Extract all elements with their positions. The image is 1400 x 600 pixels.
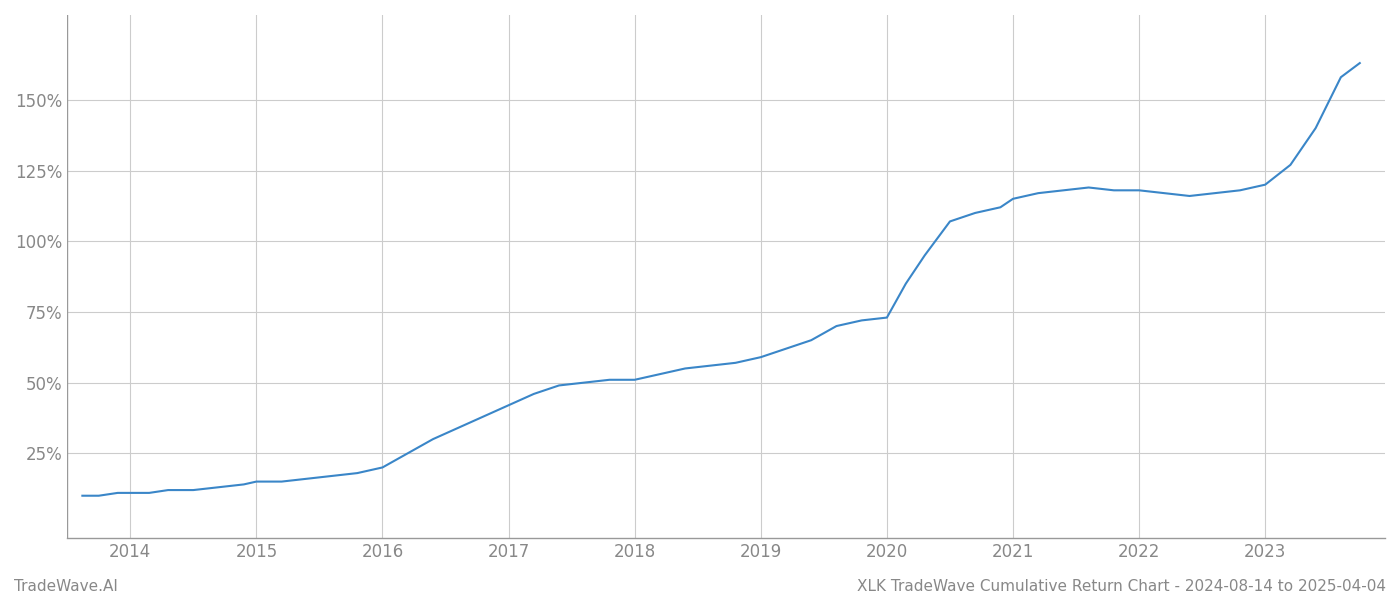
Text: XLK TradeWave Cumulative Return Chart - 2024-08-14 to 2025-04-04: XLK TradeWave Cumulative Return Chart - … <box>857 579 1386 594</box>
Text: TradeWave.AI: TradeWave.AI <box>14 579 118 594</box>
